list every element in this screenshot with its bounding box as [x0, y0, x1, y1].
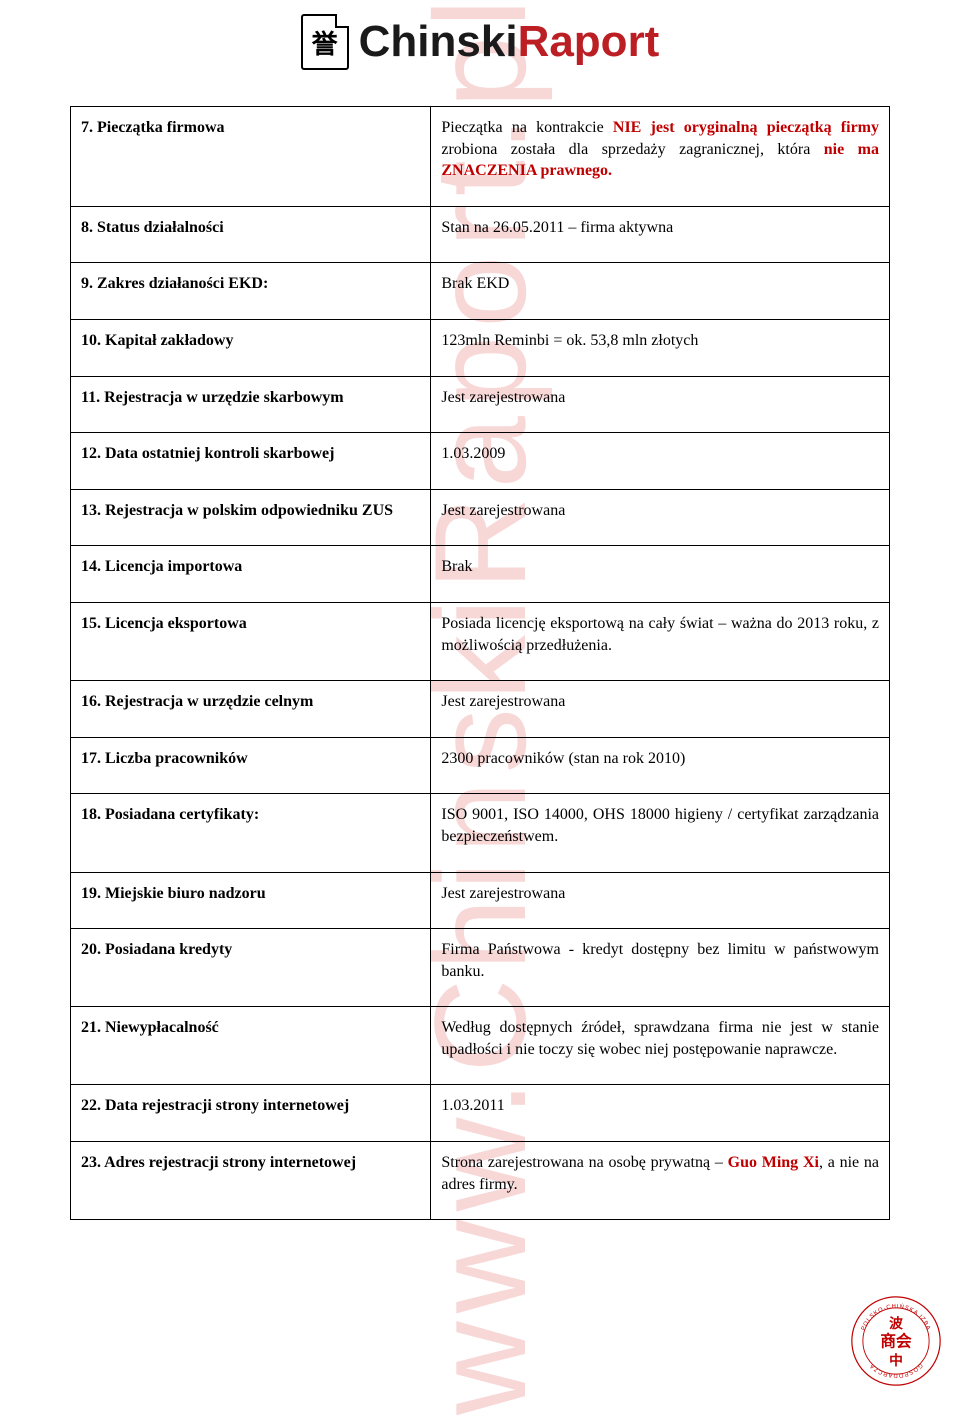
brand-part2: Raport	[518, 17, 660, 66]
row-value: Jest zarejestrowana	[431, 376, 890, 433]
row-value: Stan na 26.05.2011 – firma aktywna	[431, 206, 890, 263]
row-label: 20. Posiadana kredyty	[71, 929, 431, 1007]
table-row: 15. Licencja eksportowa Posiada licencję…	[71, 602, 890, 680]
row-value: Firma Państwowa - kredyt dostępny bez li…	[431, 929, 890, 1007]
row-value: 123mln Reminbi = ok. 53,8 mln złotych	[431, 319, 890, 376]
table-row: 21. Niewypłacalność Według dostępnych źr…	[71, 1007, 890, 1085]
row-value: Jest zarejestrowana	[431, 681, 890, 738]
table-row: 17. Liczba pracowników 2300 pracowników …	[71, 737, 890, 794]
table-row: 7. Pieczątka firmowa Pieczątka na kontra…	[71, 107, 890, 207]
row-value: 2300 pracowników (stan na rok 2010)	[431, 737, 890, 794]
content: 7. Pieczątka firmowa Pieczątka na kontra…	[0, 76, 960, 1220]
table-row: 13. Rejestracja w polskim odpowiedniku Z…	[71, 489, 890, 546]
row-value: Jest zarejestrowana	[431, 872, 890, 929]
row-value: Brak	[431, 546, 890, 603]
logo-char: 誉	[312, 24, 338, 61]
table-row: 11. Rejestracja w urzędzie skarbowym Jes…	[71, 376, 890, 433]
svg-text:波: 波	[889, 1315, 903, 1331]
row-label: 22. Data rejestracji strony internetowej	[71, 1085, 431, 1142]
row-label: 18. Posiadana certyfikaty:	[71, 794, 431, 872]
table-row: 16. Rejestracja w urzędzie celnym Jest z…	[71, 681, 890, 738]
row-label: 21. Niewypłacalność	[71, 1007, 431, 1085]
brand-title: ChinskiRaport	[359, 17, 660, 67]
table-row: 10. Kapitał zakładowy 123mln Reminbi = o…	[71, 319, 890, 376]
row-label: 11. Rejestracja w urzędzie skarbowym	[71, 376, 431, 433]
table-row: 14. Licencja importowa Brak	[71, 546, 890, 603]
row-label: 19. Miejskie biuro nadzoru	[71, 872, 431, 929]
svg-text:商会: 商会	[880, 1332, 912, 1351]
header: 誉 ChinskiRaport	[0, 0, 960, 76]
row-label: 14. Licencja importowa	[71, 546, 431, 603]
stamp-seal-icon: POLSKO-CHIŃSKA IZBA GOSPODARCZA 波 商会 中	[850, 1295, 942, 1387]
logo-icon: 誉	[301, 14, 349, 70]
row-value: Pieczątka na kontrakcie NIE jest orygina…	[431, 107, 890, 207]
table-row: 9. Zakres działaności EKD: Brak EKD	[71, 263, 890, 320]
row-label: 8. Status działalności	[71, 206, 431, 263]
svg-text:中: 中	[889, 1352, 903, 1368]
row-label: 17. Liczba pracowników	[71, 737, 431, 794]
row-value: ISO 9001, ISO 14000, OHS 18000 higieny /…	[431, 794, 890, 872]
table-row: 19. Miejskie biuro nadzoru Jest zarejest…	[71, 872, 890, 929]
row-label: 23. Adres rejestracji strony internetowe…	[71, 1142, 431, 1220]
row-value: 1.03.2009	[431, 433, 890, 490]
brand-part1: Chinski	[359, 17, 518, 66]
table-row: 22. Data rejestracji strony internetowej…	[71, 1085, 890, 1142]
row-label: 13. Rejestracja w polskim odpowiedniku Z…	[71, 489, 431, 546]
table-row: 20. Posiadana kredyty Firma Państwowa - …	[71, 929, 890, 1007]
row-label: 7. Pieczątka firmowa	[71, 107, 431, 207]
row-value: Brak EKD	[431, 263, 890, 320]
row-value: 1.03.2011	[431, 1085, 890, 1142]
table-row: 18. Posiadana certyfikaty: ISO 9001, ISO…	[71, 794, 890, 872]
row-label: 16. Rejestracja w urzędzie celnym	[71, 681, 431, 738]
table-row: 8. Status działalności Stan na 26.05.201…	[71, 206, 890, 263]
row-value: Jest zarejestrowana	[431, 489, 890, 546]
row-label: 15. Licencja eksportowa	[71, 602, 431, 680]
report-table: 7. Pieczątka firmowa Pieczątka na kontra…	[70, 106, 890, 1220]
row-label: 9. Zakres działaności EKD:	[71, 263, 431, 320]
row-value: Strona zarejestrowana na osobę prywatną …	[431, 1142, 890, 1220]
table-row: 12. Data ostatniej kontroli skarbowej 1.…	[71, 433, 890, 490]
row-label: 12. Data ostatniej kontroli skarbowej	[71, 433, 431, 490]
row-value: Według dostępnych źródeł, sprawdzana fir…	[431, 1007, 890, 1085]
row-label: 10. Kapitał zakładowy	[71, 319, 431, 376]
table-row: 23. Adres rejestracji strony internetowe…	[71, 1142, 890, 1220]
row-value: Posiada licencję eksportową na cały świa…	[431, 602, 890, 680]
